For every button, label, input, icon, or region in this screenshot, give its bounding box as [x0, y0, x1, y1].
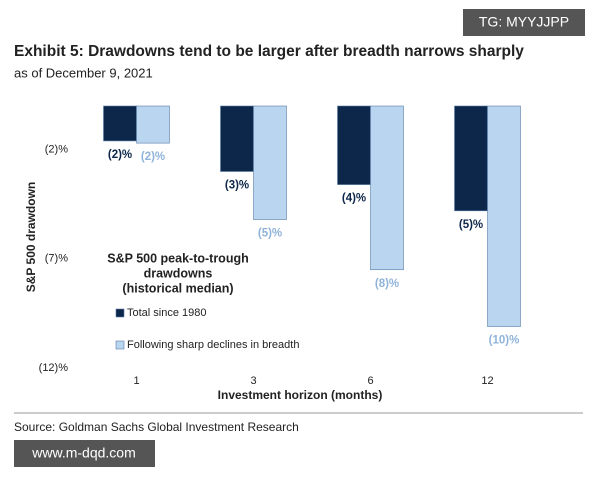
source: Source: Goldman Sachs Global Investment … [14, 420, 299, 434]
legend-title: drawdowns [144, 266, 213, 280]
y-axis-title: S&P 500 drawdown [24, 182, 38, 292]
watermark: www.m-dqd.com [31, 445, 135, 461]
y-tick-label: (7)% [45, 253, 68, 265]
value-label: (4)% [342, 193, 366, 205]
bar [454, 105, 488, 212]
legend-label: Following sharp declines in breadth [127, 339, 299, 351]
bar [370, 105, 404, 271]
watermark-box [463, 9, 585, 36]
bar [220, 105, 254, 172]
watermark-box [14, 440, 155, 467]
value-label: (2)% [108, 149, 132, 161]
x-tick-label: 12 [481, 375, 493, 387]
y-tick-label: (2)% [45, 144, 68, 156]
legend-title: S&P 500 peak-to-trough [107, 251, 248, 265]
bar [136, 105, 170, 144]
value-label: (5)% [459, 219, 483, 231]
bar [337, 105, 371, 185]
x-axis-title: Investment horizon (months) [218, 388, 383, 402]
value-label: (2)% [141, 151, 165, 163]
x-tick-label: 3 [250, 375, 256, 387]
bar [487, 105, 521, 327]
value-label: (10)% [489, 335, 520, 347]
bar [103, 105, 137, 142]
chart-title: Exhibit 5: Drawdowns tend to be larger a… [14, 43, 524, 60]
legend-swatch [115, 340, 125, 350]
chart-subtitle: as of December 9, 2021 [14, 65, 153, 80]
y-tick-label: (12)% [39, 362, 69, 374]
x-tick-label: 6 [367, 375, 373, 387]
value-label: (5)% [258, 228, 282, 240]
value-label: (3)% [225, 180, 249, 192]
value-label: (8)% [375, 278, 399, 290]
legend-label: Total since 1980 [127, 307, 207, 319]
legend-title: (historical median) [122, 281, 233, 295]
watermark: TG: MYYJJPP [479, 14, 569, 30]
legend-swatch [115, 308, 125, 318]
bar [253, 105, 287, 220]
x-tick-label: 1 [133, 375, 139, 387]
